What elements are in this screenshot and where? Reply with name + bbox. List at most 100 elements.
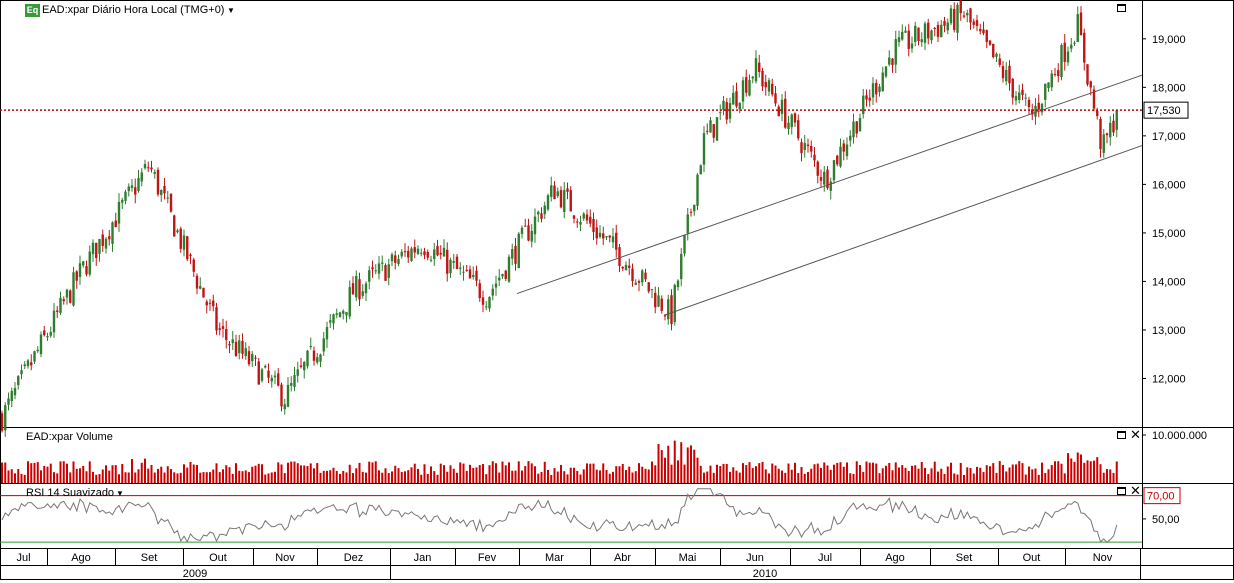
candle-body	[397, 259, 400, 264]
candle-body	[647, 282, 650, 292]
volume-bar	[579, 474, 582, 483]
volume-maximize-icon[interactable]	[1117, 431, 1126, 439]
candle-body	[862, 95, 865, 115]
volume-bar	[277, 462, 280, 483]
volume-bar	[82, 465, 85, 483]
volume-bar	[943, 473, 946, 483]
rsi-upper-box	[1143, 487, 1181, 505]
volume-bar	[794, 462, 796, 483]
volume-bar	[134, 472, 137, 483]
candle-body	[111, 222, 114, 244]
volume-close-icon[interactable]: ✕	[1130, 428, 1141, 443]
candle-body	[1105, 133, 1109, 136]
volume-bar	[677, 460, 679, 483]
rsi-maximize-icon[interactable]	[1117, 487, 1126, 495]
volume-bar	[322, 470, 325, 483]
candle-body	[933, 27, 936, 30]
volume-bar	[810, 468, 813, 483]
volume-bar	[670, 464, 673, 483]
volume-bar	[218, 472, 221, 483]
candle-body	[186, 236, 189, 260]
candle-body	[478, 283, 481, 299]
volume-bar	[735, 470, 738, 483]
candle-body	[1044, 83, 1047, 100]
candle-body	[420, 252, 423, 254]
rsi-close-icon[interactable]: ✕	[1130, 484, 1141, 499]
candle-body	[377, 263, 381, 274]
candle-body	[589, 216, 592, 224]
candle-body	[771, 83, 774, 95]
candle-body	[936, 25, 940, 37]
candle-body	[1053, 73, 1057, 75]
candle-body	[839, 146, 842, 167]
volume-bar	[660, 450, 663, 483]
maximize-icon[interactable]	[1117, 4, 1126, 12]
caret-down-icon[interactable]: ▼	[227, 6, 235, 15]
volume-bar	[118, 474, 120, 483]
candle-body	[904, 30, 907, 33]
candle-body	[920, 39, 923, 43]
candle-body	[147, 167, 150, 169]
candle-body	[741, 80, 745, 102]
volume-bar	[452, 468, 455, 483]
candle-body	[225, 329, 228, 340]
candle-body	[881, 72, 884, 92]
volume-bar	[1070, 458, 1073, 483]
candle-body	[358, 279, 361, 300]
year-label: 2009	[183, 568, 207, 580]
volume-bar	[144, 458, 146, 483]
candle-body	[608, 235, 611, 238]
volume-bar	[33, 462, 36, 483]
volume-bar	[319, 472, 322, 483]
candle-body	[228, 344, 231, 346]
candle-body	[247, 351, 251, 365]
volume-bar	[280, 464, 283, 483]
candle-body	[969, 8, 972, 23]
volume-bar	[394, 465, 397, 483]
volume-bar	[621, 463, 624, 483]
volume-bar	[592, 463, 595, 483]
candle-body	[524, 225, 527, 227]
rsi-caret-down-icon[interactable]: ▼	[116, 489, 124, 498]
candle-body	[462, 271, 465, 273]
volume-bar	[355, 468, 358, 483]
candle-body	[1092, 89, 1096, 109]
candle-body	[127, 186, 130, 192]
volume-bar	[904, 467, 907, 483]
volume-bar	[397, 468, 400, 483]
candle-body	[78, 263, 82, 277]
volume-bar	[105, 465, 107, 483]
price-tick-label: 13,000	[1152, 325, 1186, 337]
candle-body	[49, 331, 52, 336]
volume-bar	[956, 474, 959, 483]
candle-body	[897, 37, 901, 43]
volume-bar	[849, 473, 852, 483]
volume-bar	[23, 474, 26, 483]
candle-body	[104, 238, 108, 249]
candle-body	[797, 120, 800, 139]
candle-body	[98, 239, 101, 254]
candle-body	[767, 80, 771, 92]
volume-bar	[797, 472, 800, 483]
volume-bar	[1021, 463, 1024, 483]
candle-body	[923, 23, 927, 43]
volume-bar	[865, 461, 868, 483]
candle-body	[413, 247, 416, 253]
candle-body	[832, 160, 836, 181]
candle-body	[1008, 65, 1011, 84]
volume-bar	[959, 462, 962, 483]
volume-bar	[374, 461, 377, 483]
candle-body	[293, 374, 296, 387]
month-label: Out	[1023, 552, 1041, 564]
candle-body	[689, 211, 693, 213]
candle-body	[176, 230, 179, 233]
candle-body	[537, 211, 540, 215]
candle-body	[1001, 66, 1005, 79]
candle-body	[91, 242, 95, 255]
month-label: Nov	[275, 552, 295, 564]
volume-bar	[56, 473, 59, 483]
volume-bar	[348, 464, 351, 483]
volume-bar	[823, 462, 826, 483]
volume-bar	[1008, 467, 1011, 483]
volume-bar	[553, 468, 556, 483]
